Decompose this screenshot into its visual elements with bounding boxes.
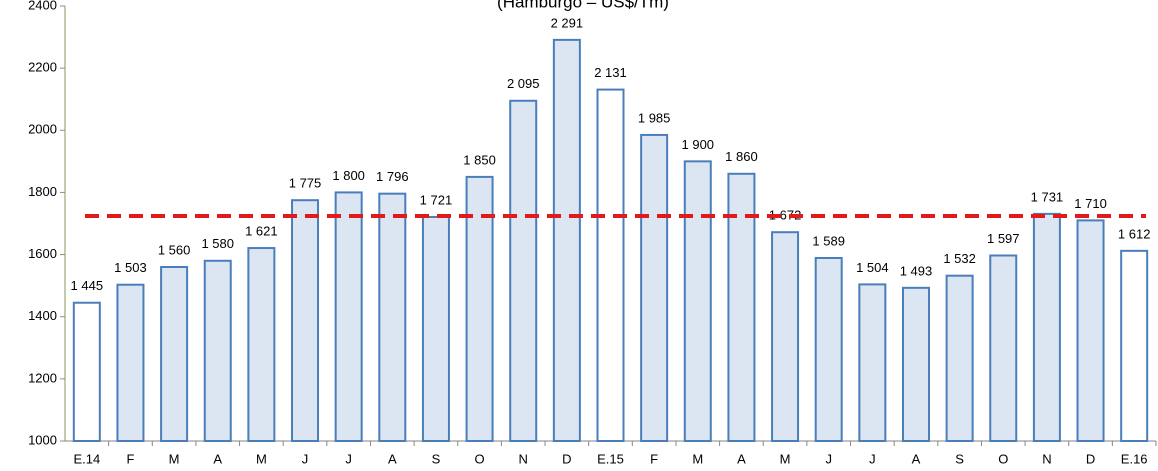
value-label: 1 532 xyxy=(943,251,976,266)
bar xyxy=(421,215,450,442)
bar xyxy=(334,191,363,442)
value-label: 1 710 xyxy=(1074,196,1107,211)
x-tick-label: N xyxy=(1042,451,1051,466)
bar xyxy=(640,133,669,442)
value-label: 1 860 xyxy=(725,149,758,164)
value-label: 2 131 xyxy=(594,65,627,80)
value-label: 1 900 xyxy=(682,137,715,152)
bar xyxy=(814,256,843,442)
x-tick-label: D xyxy=(1086,451,1095,466)
value-label: 1 672 xyxy=(769,208,802,223)
bar xyxy=(116,283,145,443)
bar xyxy=(683,160,712,442)
x-tick-label: F xyxy=(126,451,134,466)
bar xyxy=(945,274,974,443)
bar xyxy=(771,231,800,442)
x-tick-label: A xyxy=(912,451,921,466)
x-tick-label: J xyxy=(869,451,876,466)
bar xyxy=(1032,212,1061,442)
value-label: 1 597 xyxy=(987,231,1020,246)
bar xyxy=(727,172,756,443)
x-tick-label: A xyxy=(213,451,222,466)
y-tick-label: 1200 xyxy=(28,370,57,385)
bar xyxy=(203,259,232,442)
bar xyxy=(901,286,930,443)
x-tick-label: D xyxy=(562,451,571,466)
y-tick-label: 1400 xyxy=(28,308,57,323)
value-label: 1 589 xyxy=(812,233,845,248)
bar xyxy=(552,38,581,442)
value-label: 1 493 xyxy=(900,263,933,278)
value-label: 1 503 xyxy=(114,260,147,275)
x-tick-label: M xyxy=(169,451,180,466)
value-label: 2 095 xyxy=(507,76,540,91)
bar xyxy=(72,301,101,442)
value-label: 1 796 xyxy=(376,169,409,184)
x-tick-label: J xyxy=(302,451,309,466)
x-tick-label: A xyxy=(737,451,746,466)
bar xyxy=(858,283,887,442)
bar xyxy=(989,254,1018,442)
x-tick-label: F xyxy=(650,451,658,466)
value-label: 1 721 xyxy=(420,192,453,207)
value-label: 1 850 xyxy=(463,152,496,167)
x-tick-label: O xyxy=(998,451,1008,466)
x-tick-label: E.14 xyxy=(73,451,100,466)
y-tick-label: 2400 xyxy=(28,0,57,12)
value-label: 1 504 xyxy=(856,260,889,275)
y-tick-label: 1000 xyxy=(28,432,57,447)
x-tick-label: J xyxy=(345,451,352,466)
bar xyxy=(1120,249,1149,442)
bar xyxy=(596,88,625,442)
x-tick-label: S xyxy=(432,451,441,466)
value-label: 1 985 xyxy=(638,110,671,125)
value-label: 1 560 xyxy=(158,242,191,257)
bar xyxy=(465,175,494,442)
x-tick-label: M xyxy=(256,451,267,466)
y-tick-label: 2200 xyxy=(28,60,57,75)
bar xyxy=(247,247,276,442)
value-label: 1 621 xyxy=(245,223,278,238)
bar xyxy=(509,99,538,443)
y-tick-label: 1800 xyxy=(28,184,57,199)
y-tick-label: 1600 xyxy=(28,246,57,261)
value-label: 1 731 xyxy=(1031,189,1064,204)
x-tick-label: N xyxy=(519,451,528,466)
chart-subtitle: (Hamburgo – US$/Tm) xyxy=(497,0,669,11)
x-tick-label: O xyxy=(475,451,485,466)
value-label: 1 612 xyxy=(1118,226,1151,241)
x-tick-label: E.16 xyxy=(1121,451,1148,466)
bar xyxy=(1076,219,1105,442)
x-tick-label: A xyxy=(388,451,397,466)
value-label: 1 445 xyxy=(71,278,104,293)
x-tick-label: M xyxy=(780,451,791,466)
x-tick-label: M xyxy=(692,451,703,466)
bar xyxy=(160,266,189,442)
x-tick-label: E.15 xyxy=(597,451,624,466)
bar xyxy=(291,199,320,442)
value-label: 1 580 xyxy=(201,236,234,251)
x-tick-label: S xyxy=(955,451,964,466)
value-label: 2 291 xyxy=(551,15,584,30)
value-label: 1 800 xyxy=(332,168,365,183)
value-label: 1 775 xyxy=(289,176,322,191)
y-tick-label: 2000 xyxy=(28,122,57,137)
bar xyxy=(378,192,407,442)
x-tick-label: J xyxy=(825,451,832,466)
